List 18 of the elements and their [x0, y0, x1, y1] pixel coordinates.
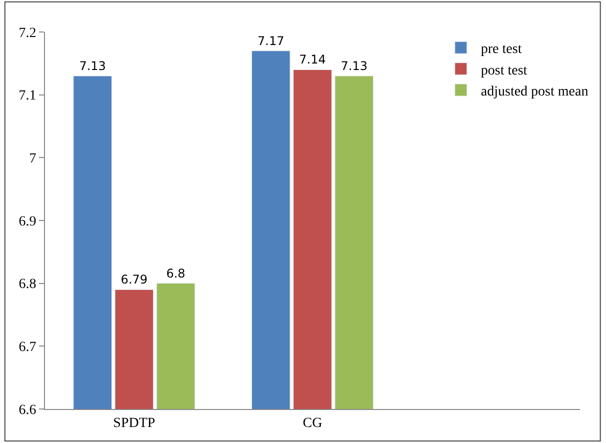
x-tick-label: SPDTP — [113, 416, 156, 431]
y-tick-label: 6.8 — [18, 277, 36, 292]
legend-label: post test — [480, 63, 528, 78]
y-tick-label: 6.6 — [18, 402, 36, 418]
legend-label: adjusted post mean — [480, 84, 588, 100]
data-label: 7.13 — [79, 58, 106, 73]
y-tick-label: 6.9 — [18, 214, 36, 230]
y-tick-label: 7 — [29, 152, 36, 167]
data-label: 7.17 — [258, 34, 284, 48]
data-label: 7.14 — [299, 52, 326, 67]
legend-label: pre test — [480, 42, 522, 58]
data-label: 7.13 — [340, 58, 368, 73]
y-tick-label: 7.2 — [18, 26, 36, 41]
data-label: 6.79 — [120, 272, 148, 287]
data-label: 6.8 — [166, 266, 186, 280]
y-tick-label: 7.1 — [18, 88, 36, 104]
y-tick-label: 6.7 — [18, 340, 36, 356]
x-tick-label: CG — [302, 416, 322, 431]
